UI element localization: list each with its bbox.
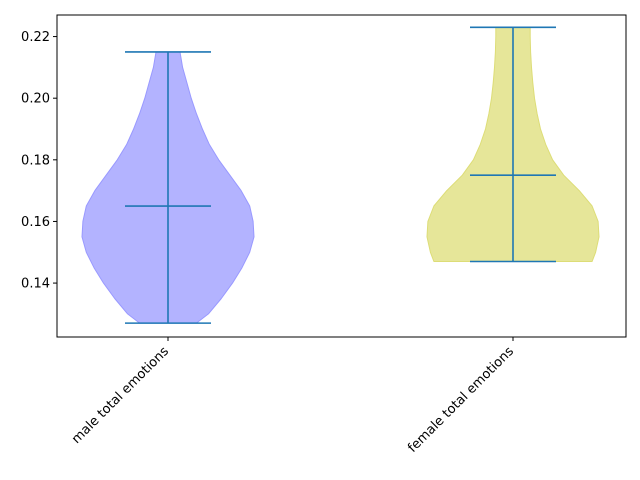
- stats-layer: [125, 26, 556, 324]
- y-tick-label-2: 0.16: [21, 215, 50, 230]
- plot-frame: [56, 14, 627, 338]
- y-tick-label-4: 0.20: [21, 92, 50, 107]
- y-tick-label-3: 0.18: [21, 153, 50, 168]
- y-tick-label-1: 0.14: [21, 277, 50, 292]
- x-tick-label-2: female total emotions: [405, 344, 517, 456]
- y-axis: 0.14 0.16 0.18 0.20 0.22: [21, 30, 57, 292]
- x-axis: male total emotions female total emotions: [69, 337, 517, 456]
- y-tick-label-5: 0.22: [21, 30, 50, 45]
- x-tick-label-1: male total emotions: [69, 344, 172, 447]
